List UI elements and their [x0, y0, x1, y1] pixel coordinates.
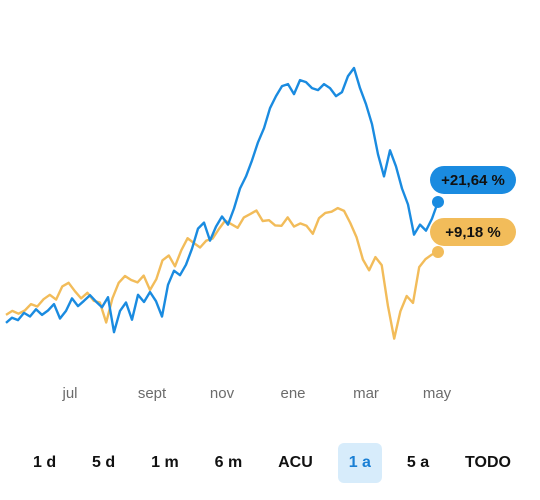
series-badge-bg-yellow [430, 217, 516, 246]
range-button-todo[interactable]: TODO [465, 454, 511, 471]
series-badge-yellow: +9,18 % [430, 217, 516, 246]
series-end-markers [432, 195, 444, 258]
range-button-5a[interactable]: 5 a [406, 454, 430, 471]
series-lines [5, 66, 440, 340]
x-tick-label-jul: jul [61, 385, 77, 402]
series-end-marker-blue [432, 195, 444, 208]
range-button-5d[interactable]: 5 d [92, 454, 116, 471]
series-badge-blue: +21,64 % [430, 165, 516, 194]
series-line-blue [5, 66, 440, 334]
range-button-1d[interactable]: 1 d [33, 454, 57, 471]
time-range-selector: 1 d 5 d 1 m 6 m ACU 1 a 5 a TODO [22, 442, 522, 484]
x-tick-label-mar: mar [353, 385, 379, 402]
series-badge-label-yellow: +9,18 % [445, 224, 500, 241]
stock-comparison-chart: +9,18 % +21,64 % jul sept nov ene mar may [5, 66, 516, 402]
x-tick-label-may: may [423, 385, 452, 402]
range-button-1m[interactable]: 1 m [151, 454, 179, 471]
range-button-6m[interactable]: 6 m [214, 454, 243, 471]
range-button-acu[interactable]: ACU [278, 454, 313, 471]
range-button-1a[interactable]: 1 a [337, 443, 382, 483]
series-badge-bg-blue [430, 165, 516, 194]
x-axis-ticks: jul sept nov ene mar may [61, 385, 451, 402]
x-tick-label-ene: ene [280, 385, 305, 402]
series-line-yellow [5, 206, 439, 340]
series-end-marker-yellow [432, 245, 444, 258]
series-badge-label-blue: +21,64 % [441, 172, 505, 189]
x-tick-label-nov: nov [210, 385, 235, 402]
x-tick-label-sept: sept [138, 385, 167, 402]
series-badges: +9,18 % +21,64 % [430, 165, 516, 246]
